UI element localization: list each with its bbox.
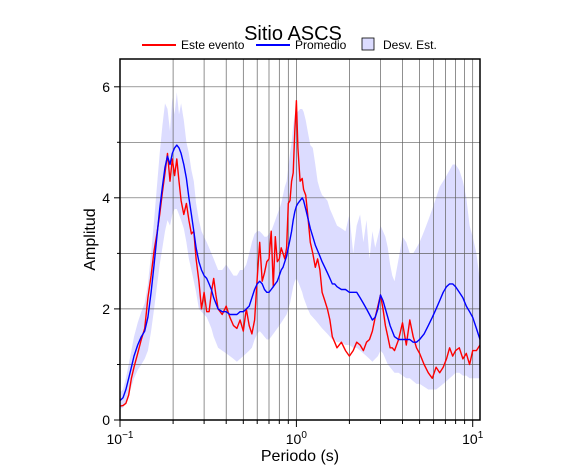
x-tick-label: 100 xyxy=(286,430,308,447)
y-tick-label: 4 xyxy=(102,190,110,206)
legend-desv-est-label: Desv. Est. xyxy=(383,38,437,52)
legend: Este evento Promedio Desv. Est. xyxy=(142,37,437,52)
y-tick-label: 2 xyxy=(102,301,110,317)
std-dev-band-layer xyxy=(120,92,480,409)
y-tick-label: 6 xyxy=(102,79,110,95)
series-line-promedio xyxy=(120,144,480,402)
x-tick-label: 10−1 xyxy=(107,430,134,447)
std-dev-band xyxy=(120,92,480,409)
y-tick-label: 0 xyxy=(102,412,110,428)
plot-frame xyxy=(119,58,481,421)
legend-desv-est-swatch xyxy=(361,37,375,51)
x-tick-label: 101 xyxy=(462,430,484,447)
series-line-este-evento xyxy=(120,99,480,407)
series-layer xyxy=(120,99,480,407)
y-axis-label: Amplitud xyxy=(82,208,99,270)
chart-title: Sitio ASCS xyxy=(244,23,342,45)
legend-promedio-label: Promedio xyxy=(295,38,347,52)
x-axis-label: Periodo (s) xyxy=(261,448,339,465)
ticks: 0 2 4 6 10−1 100 101 xyxy=(102,79,484,447)
legend-este-evento-label: Este evento xyxy=(181,38,245,52)
